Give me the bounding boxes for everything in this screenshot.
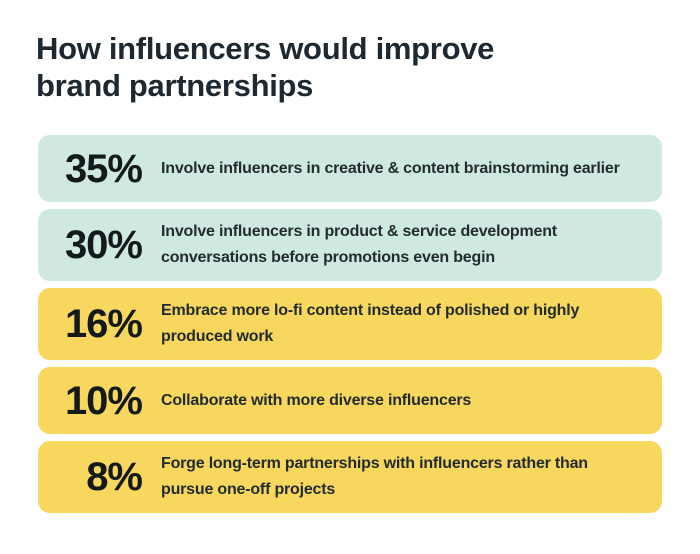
stat-bars: 35% Involve influencers in creative & co… [38, 135, 662, 513]
stat-bar-10: 10% Collaborate with more diverse influe… [38, 367, 662, 434]
stat-label-line-2: produced work [161, 328, 274, 345]
chart-title-line-2: brand partnerships [36, 68, 314, 103]
stat-bar-16: 16% Embrace more lo-fi content instead o… [38, 288, 662, 360]
stat-label-line-2: pursue one-off projects [161, 481, 336, 498]
stat-label: Forge long-term partnerships with influe… [161, 451, 588, 503]
stat-percent: 10% [64, 378, 143, 423]
stat-label: Involve influencers in creative & conten… [161, 156, 620, 182]
chart-title: How influencers would improve brand part… [36, 30, 494, 104]
stat-label: Collaborate with more diverse influencer… [161, 388, 471, 414]
stat-bar-35: 35% Involve influencers in creative & co… [38, 135, 662, 202]
stat-percent: 35% [64, 146, 143, 191]
stat-percent: 16% [64, 302, 143, 346]
stat-label-line-1: Collaborate with more diverse influencer… [161, 391, 472, 409]
stat-percent: 8% [86, 455, 143, 499]
stat-bar-30: 30% Involve influencers in product & ser… [38, 209, 662, 281]
stat-label-line-1: Involve influencers in creative & conten… [161, 159, 620, 177]
stat-bar-8: 8% Forge long-term partnerships with inf… [38, 441, 662, 513]
stat-label-line-1: Embrace more lo-fi content instead of po… [161, 302, 580, 319]
chart-title-line-1: How influencers would improve [36, 31, 495, 66]
stat-label: Embrace more lo-fi content instead of po… [161, 298, 579, 350]
stat-label-line-1: Forge long-term partnerships with influe… [161, 455, 588, 472]
stat-label-line-1: Involve influencers in product & service… [161, 223, 557, 240]
stat-label-line-2: conversations before promotions even beg… [161, 249, 495, 266]
stat-percent: 30% [64, 223, 143, 267]
stat-label: Involve influencers in product & service… [161, 219, 557, 271]
